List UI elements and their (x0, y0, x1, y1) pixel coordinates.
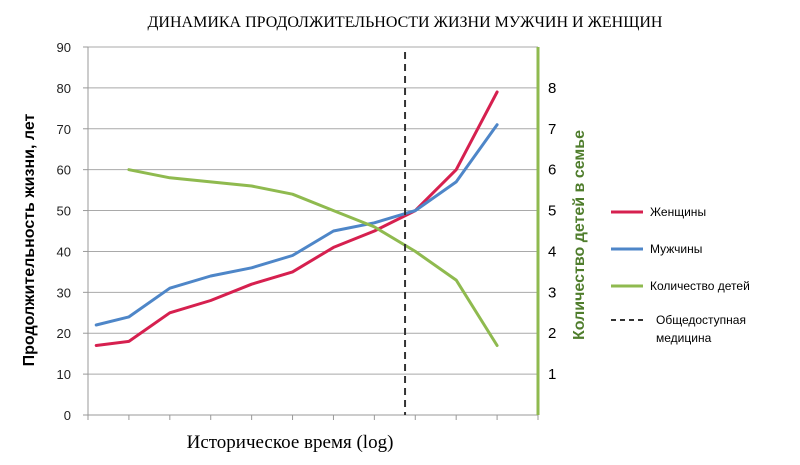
y-tick-label-right: 2 (548, 325, 556, 342)
y-tick-label-right: 5 (548, 203, 556, 220)
gridlines (88, 46, 538, 375)
y-tick-label-left: 80 (57, 81, 71, 96)
y-tick-label-left: 60 (57, 163, 71, 178)
legend-marker-label: Общедоступная (656, 313, 746, 327)
y-tick-label-right: 7 (548, 121, 556, 138)
y-tick-label-right: 6 (548, 162, 556, 179)
chart-title: ДИНАМИКА ПРОДОЛЖИТЕЛЬНОСТИ ЖИЗНИ МУЖЧИН … (148, 14, 663, 31)
y-tick-label-right: 3 (548, 284, 556, 301)
y-tick-label-left: 90 (57, 40, 71, 55)
legend: Женщины Мужчины Количество детей Общедоступ… (611, 205, 750, 345)
x-ticks (87, 415, 539, 420)
legend-label: Мужчины (650, 242, 702, 256)
y-tick-label-left: 10 (57, 367, 71, 382)
series-line-2 (94, 123, 499, 327)
left-y-ticks: 0 10 20 30 40 50 60 70 80 90 (57, 40, 88, 423)
y-tick-label-left: 70 (57, 122, 71, 137)
legend-label: Женщины (650, 205, 706, 219)
right-y-ticks: 1 2 3 4 5 6 7 8 (548, 80, 556, 383)
y-tick-label-left: 40 (57, 244, 71, 259)
y-tick-label-right: 8 (548, 80, 556, 97)
y-tick-label-left: 0 (64, 408, 71, 423)
series-line-3 (127, 168, 499, 347)
y-tick-label-left: 30 (57, 285, 71, 300)
y-axis-label-right: Количество детей в семье (571, 130, 588, 340)
axes (87, 47, 540, 416)
y-tick-label-left: 50 (57, 204, 71, 219)
legend-marker-label: медицина (656, 331, 712, 345)
legend-label: Количество детей (650, 279, 750, 293)
series-line-1 (94, 90, 499, 347)
series-lines (94, 90, 499, 347)
x-axis-label: Историческое время (log) (187, 432, 394, 453)
y-tick-label-left: 20 (57, 326, 71, 341)
y-tick-label-right: 1 (548, 366, 556, 383)
y-axis-label-left: Продолжительность жизни, лет (21, 113, 38, 366)
y-tick-label-right: 4 (548, 243, 556, 260)
